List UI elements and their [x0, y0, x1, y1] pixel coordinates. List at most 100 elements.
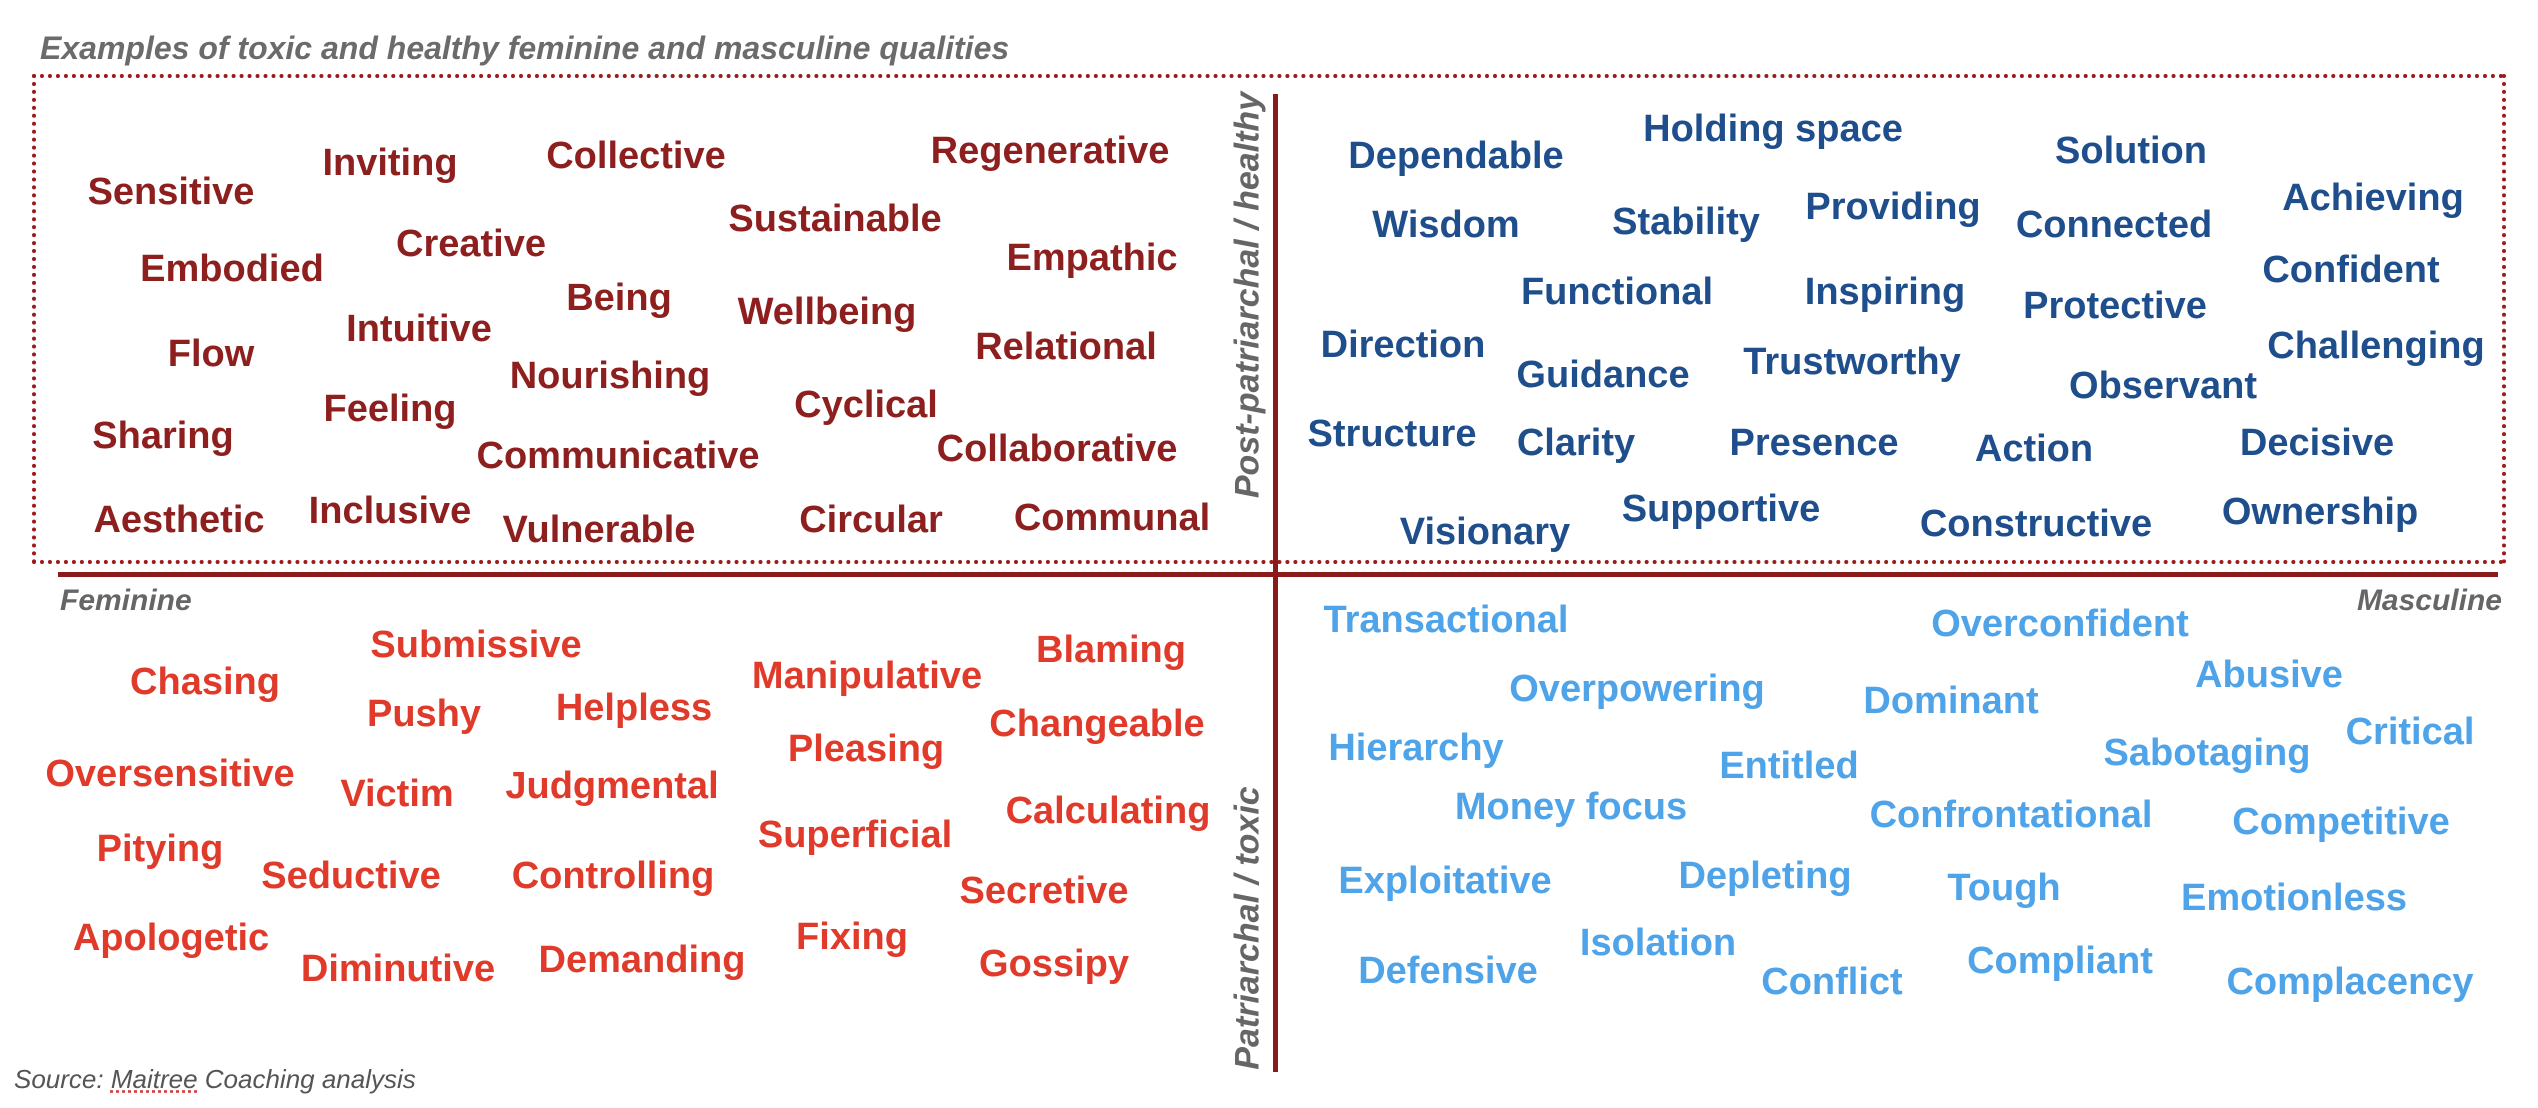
quality-word-masculine-healthy: Challenging: [2267, 325, 2485, 367]
quality-word-feminine-healthy: Inviting: [322, 142, 458, 184]
quality-word-masculine-toxic: Depleting: [1678, 855, 1852, 897]
quality-word-masculine-healthy: Holding space: [1643, 108, 1903, 150]
quality-word-masculine-toxic: Isolation: [1579, 922, 1737, 964]
axis-label-healthy: Post-patriarchal / healthy: [1228, 91, 1267, 499]
quality-word-masculine-healthy: Wisdom: [1372, 204, 1520, 246]
quality-word-masculine-healthy: Confident: [2262, 249, 2440, 291]
quality-word-feminine-healthy: Nourishing: [509, 355, 711, 397]
quality-word-masculine-toxic: Defensive: [1358, 950, 1538, 992]
quality-word-masculine-toxic: Confrontational: [1869, 794, 2153, 836]
quality-word-feminine-toxic: Fixing: [796, 916, 908, 958]
quality-word-feminine-toxic: Pitying: [96, 828, 224, 870]
quality-word-masculine-healthy: Dependable: [1348, 135, 1564, 177]
vertical-axis: [1273, 94, 1278, 1072]
quality-word-feminine-toxic: Helpless: [555, 687, 713, 729]
quality-word-feminine-toxic: Controlling: [511, 855, 715, 897]
quality-word-feminine-healthy: Inclusive: [308, 490, 472, 532]
quality-word-feminine-toxic: Pushy: [366, 693, 482, 735]
axis-label-masculine: Masculine: [2356, 584, 2502, 617]
quality-word-masculine-toxic: Exploitative: [1338, 860, 1552, 902]
quality-word-masculine-toxic: Conflict: [1761, 961, 1903, 1003]
quality-word-masculine-toxic: Sabotaging: [2103, 732, 2311, 774]
quality-word-feminine-healthy: Empathic: [1006, 237, 1178, 279]
quality-word-feminine-toxic: Secretive: [959, 870, 1129, 912]
quality-word-feminine-toxic: Judgmental: [505, 765, 719, 807]
quality-word-feminine-toxic: Seductive: [261, 855, 441, 897]
quality-word-feminine-healthy: Embodied: [140, 248, 324, 290]
quality-word-masculine-healthy: Connected: [2015, 204, 2213, 246]
quality-word-feminine-healthy: Circular: [799, 499, 943, 541]
axis-label-feminine: Feminine: [60, 584, 192, 617]
quality-word-masculine-toxic: Entitled: [1719, 745, 1859, 787]
quality-word-feminine-healthy: Flow: [167, 333, 255, 375]
quality-word-masculine-healthy: Clarity: [1516, 422, 1636, 464]
quality-word-feminine-healthy: Vulnerable: [502, 509, 696, 551]
quality-word-feminine-toxic: Manipulative: [751, 655, 983, 697]
quality-word-feminine-toxic: Victim: [340, 773, 454, 815]
healthy-region-border: [32, 74, 2506, 564]
quality-word-feminine-toxic: Chasing: [130, 661, 280, 703]
quality-word-masculine-healthy: Functional: [1520, 271, 1714, 313]
quality-word-masculine-healthy: Stability: [1612, 201, 1760, 243]
quality-word-feminine-toxic: Superficial: [757, 814, 953, 856]
quality-word-masculine-healthy: Supportive: [1621, 488, 1821, 530]
quality-word-feminine-healthy: Intuitive: [346, 308, 492, 350]
quality-word-masculine-toxic: Complacency: [2226, 961, 2474, 1003]
quality-word-feminine-healthy: Creative: [396, 223, 546, 265]
quality-word-masculine-healthy: Solution: [2055, 130, 2207, 172]
quality-word-feminine-toxic: Oversensitive: [45, 753, 295, 795]
quality-word-feminine-toxic: Apologetic: [72, 917, 270, 959]
quality-word-masculine-healthy: Ownership: [2221, 491, 2419, 533]
quality-word-feminine-healthy: Collaborative: [936, 428, 1178, 470]
quality-word-feminine-healthy: Sensitive: [87, 171, 255, 213]
quality-word-masculine-toxic: Critical: [2345, 711, 2475, 753]
quality-word-masculine-healthy: Structure: [1307, 413, 1477, 455]
quality-word-masculine-toxic: Competitive: [2232, 801, 2450, 843]
quality-word-feminine-healthy: Feeling: [323, 388, 457, 430]
quality-word-feminine-healthy: Aesthetic: [93, 499, 265, 541]
quality-word-feminine-toxic: Submissive: [370, 624, 582, 666]
quality-word-feminine-healthy: Cyclical: [794, 384, 938, 426]
quality-word-feminine-healthy: Wellbeing: [737, 291, 917, 333]
quality-word-masculine-toxic: Money focus: [1454, 786, 1688, 828]
quality-word-masculine-toxic: Compliant: [1967, 940, 2153, 982]
quality-word-masculine-toxic: Dominant: [1863, 680, 2039, 722]
quality-word-masculine-healthy: Constructive: [1919, 503, 2153, 545]
quality-word-masculine-healthy: Protective: [2023, 285, 2207, 327]
quality-word-masculine-healthy: Direction: [1320, 324, 1486, 366]
quality-word-masculine-healthy: Visionary: [1399, 511, 1571, 553]
quality-word-masculine-healthy: Action: [1974, 428, 2094, 470]
quality-word-masculine-healthy: Inspiring: [1804, 271, 1966, 313]
quality-word-feminine-toxic: Calculating: [1005, 790, 1211, 832]
axis-label-toxic: Patriarchal / toxic: [1228, 786, 1267, 1070]
quality-word-feminine-toxic: Diminutive: [300, 948, 496, 990]
quality-word-feminine-healthy: Communicative: [476, 435, 760, 477]
quality-word-masculine-toxic: Overconfident: [1931, 603, 2189, 645]
quality-word-masculine-toxic: Tough: [1947, 867, 2061, 909]
quality-word-masculine-healthy: Observant: [2069, 365, 2257, 407]
quality-word-masculine-toxic: Abusive: [2195, 654, 2343, 696]
quality-word-masculine-toxic: Transactional: [1323, 599, 1569, 641]
quality-word-feminine-toxic: Changeable: [989, 703, 1205, 745]
source-prefix: Source:: [14, 1064, 111, 1094]
quality-word-feminine-toxic: Pleasing: [787, 728, 945, 770]
quality-word-masculine-toxic: Overpowering: [1509, 668, 1765, 710]
quality-word-masculine-healthy: Decisive: [2239, 422, 2395, 464]
quality-word-masculine-toxic: Emotionless: [2181, 877, 2407, 919]
quality-word-feminine-healthy: Collective: [546, 135, 726, 177]
quality-word-masculine-healthy: Providing: [1805, 186, 1981, 228]
horizontal-axis: [58, 572, 2498, 577]
quality-word-feminine-healthy: Relational: [975, 326, 1157, 368]
quality-word-masculine-healthy: Presence: [1729, 422, 1899, 464]
quality-word-masculine-healthy: Achieving: [2282, 177, 2464, 219]
quality-word-feminine-healthy: Being: [566, 277, 672, 319]
quality-word-feminine-healthy: Sustainable: [728, 198, 942, 240]
source-name: Maitree: [110, 1064, 198, 1094]
quality-word-masculine-healthy: Trustworthy: [1743, 341, 1961, 383]
quality-word-feminine-toxic: Demanding: [538, 939, 746, 981]
quality-word-masculine-toxic: Hierarchy: [1328, 727, 1504, 769]
quality-word-feminine-healthy: Communal: [1013, 497, 1211, 539]
quality-word-feminine-healthy: Regenerative: [930, 130, 1170, 172]
quality-word-masculine-healthy: Guidance: [1516, 354, 1690, 396]
source-note: Source: Maitree Coaching analysis: [14, 1064, 416, 1095]
